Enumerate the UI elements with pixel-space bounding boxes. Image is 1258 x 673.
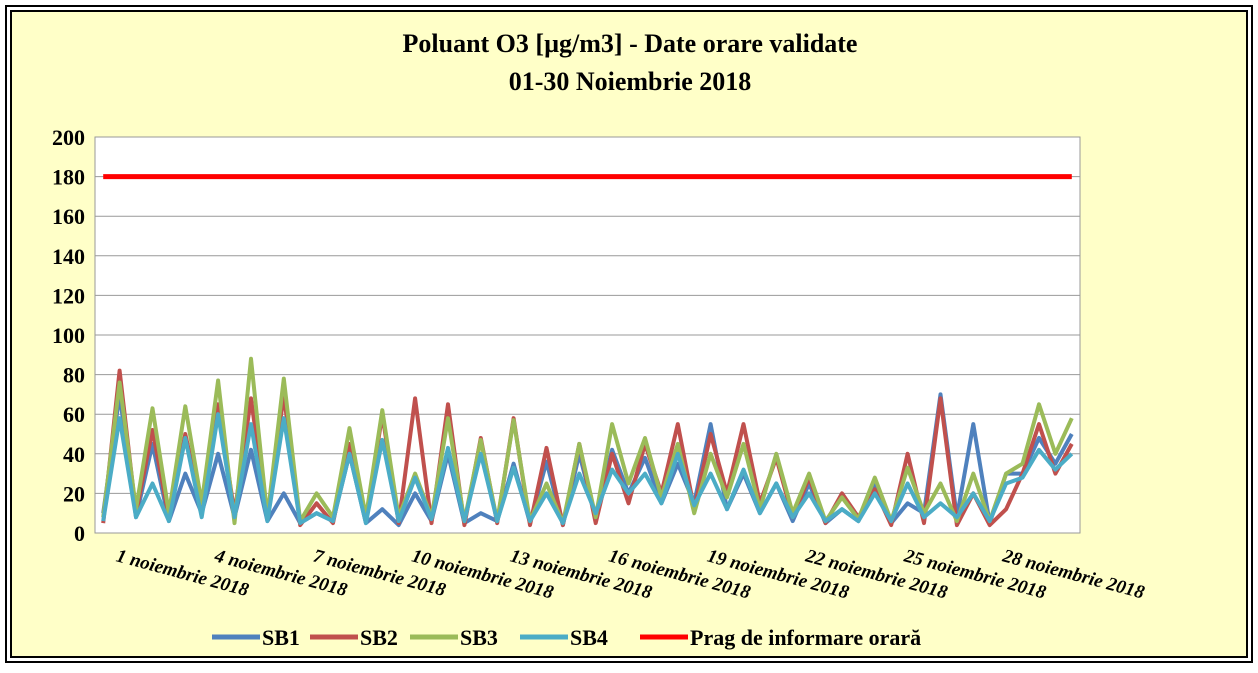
y-tick-label: 160 bbox=[52, 204, 85, 229]
legend-label: SB2 bbox=[360, 625, 398, 650]
y-tick-label: 200 bbox=[52, 125, 85, 150]
legend-label: SB3 bbox=[460, 625, 498, 650]
y-tick-label: 80 bbox=[63, 363, 85, 388]
y-tick-label: 140 bbox=[52, 244, 85, 269]
chart-title: Poluant O3 [µg/m3] - Date orare validate bbox=[403, 29, 858, 58]
y-tick-label: 100 bbox=[52, 323, 85, 348]
y-tick-label: 40 bbox=[63, 442, 85, 467]
series-line bbox=[101, 356, 1074, 526]
legend-label: Prag de informare orară bbox=[690, 625, 921, 650]
y-tick-label: 20 bbox=[63, 481, 85, 506]
legend-label: SB4 bbox=[570, 625, 608, 650]
series-line bbox=[101, 412, 1074, 526]
y-tick-label: 120 bbox=[52, 283, 85, 308]
chart-subtitle: 01-30 Noiembrie 2018 bbox=[509, 67, 752, 96]
y-tick-label: 0 bbox=[74, 521, 85, 546]
outer-frame bbox=[5, 5, 1253, 663]
legend-label: SB1 bbox=[262, 625, 300, 650]
y-tick-label: 60 bbox=[63, 402, 85, 427]
y-tick-label: 180 bbox=[52, 165, 85, 190]
